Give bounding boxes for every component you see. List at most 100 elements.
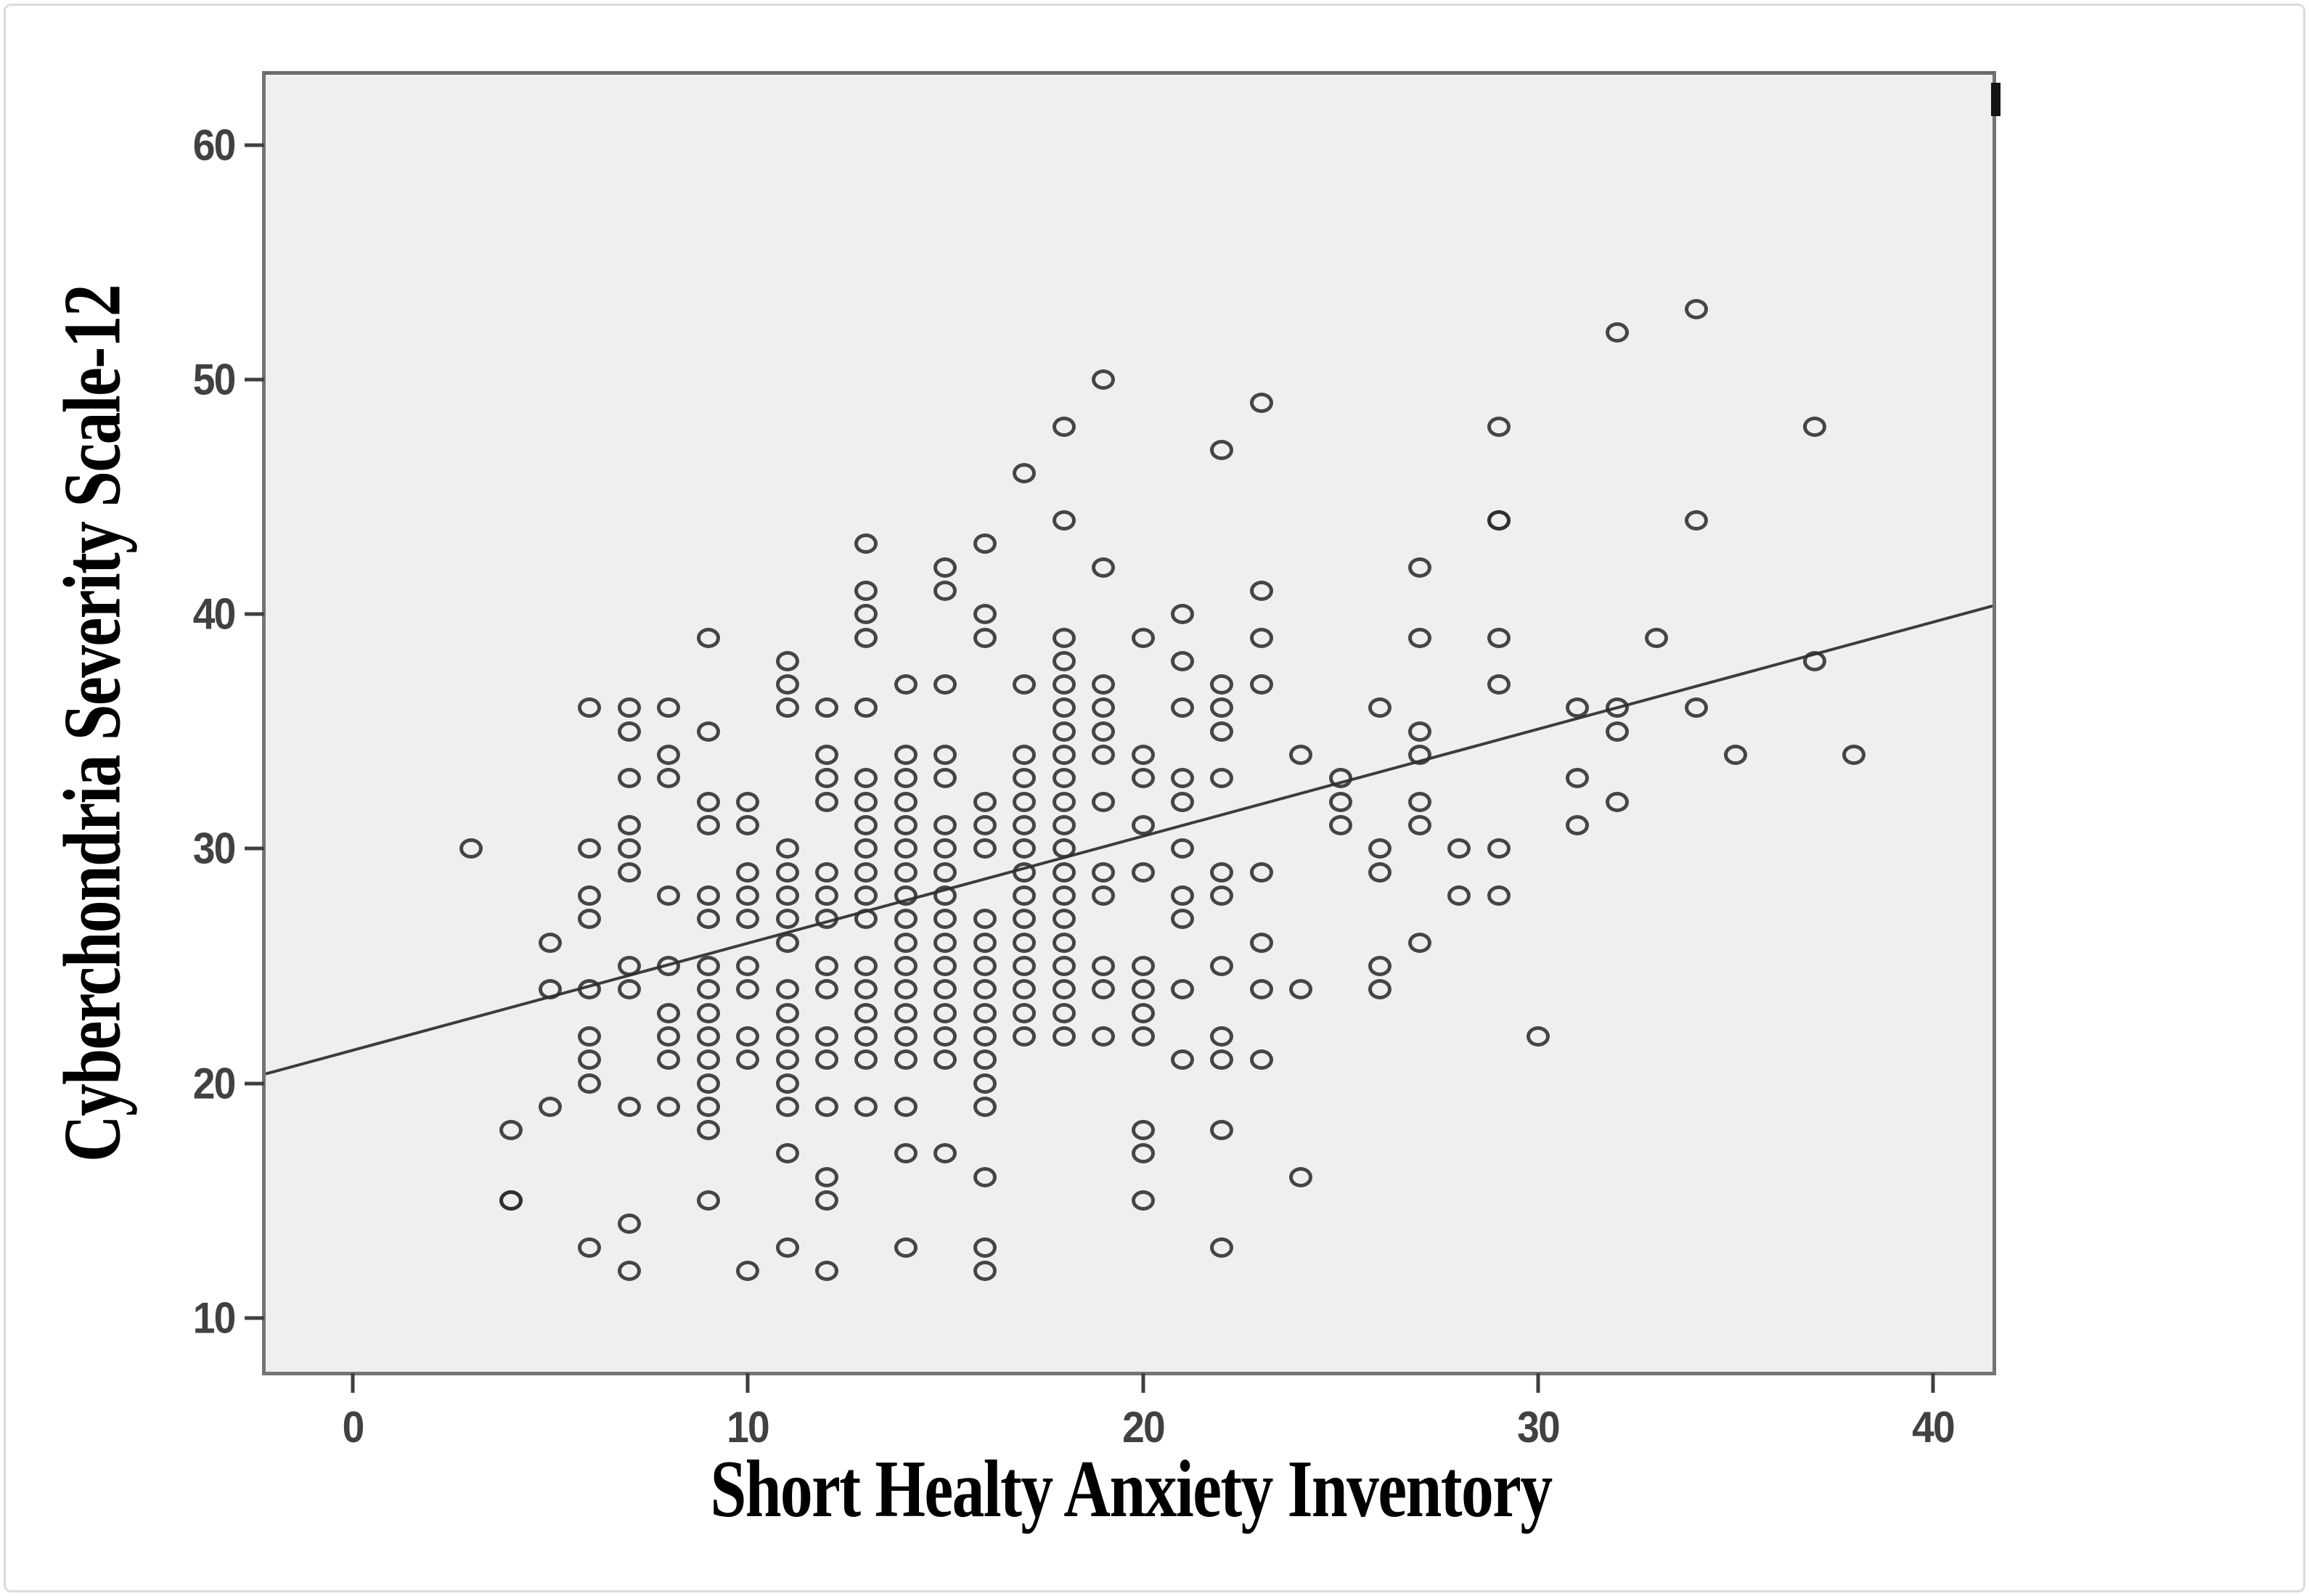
data-point xyxy=(736,1049,760,1071)
data-point xyxy=(696,1002,720,1023)
data-point xyxy=(815,1261,839,1282)
data-point xyxy=(1210,697,1234,719)
data-point xyxy=(973,1261,997,1282)
data-point xyxy=(1368,955,1392,976)
data-point xyxy=(973,838,997,859)
data-point xyxy=(1131,1002,1155,1023)
data-point xyxy=(973,932,997,953)
data-point xyxy=(894,1026,918,1047)
data-point xyxy=(933,1143,957,1164)
data-point xyxy=(696,1026,720,1047)
data-point xyxy=(894,885,918,906)
data-point xyxy=(1289,1166,1313,1187)
data-point xyxy=(1803,416,1827,437)
data-point xyxy=(1210,768,1234,789)
data-point xyxy=(894,979,918,1000)
data-point xyxy=(1170,768,1194,789)
data-point xyxy=(973,1026,997,1047)
data-point xyxy=(815,768,839,789)
data-point xyxy=(617,1214,641,1235)
data-point xyxy=(775,1049,799,1071)
data-point xyxy=(696,909,720,930)
data-point xyxy=(894,955,918,976)
y-tick-label: 10 xyxy=(192,1293,237,1343)
data-point xyxy=(538,932,562,953)
data-point xyxy=(973,533,997,554)
data-point xyxy=(973,955,997,976)
data-point xyxy=(736,791,760,812)
data-point xyxy=(1052,674,1076,695)
data-point xyxy=(696,955,720,976)
data-point xyxy=(894,1237,918,1258)
data-point xyxy=(1328,791,1352,812)
data-point xyxy=(696,791,720,812)
data-point xyxy=(696,1120,720,1141)
data-point xyxy=(1210,440,1234,461)
data-point xyxy=(1487,674,1511,695)
data-point xyxy=(1249,932,1273,953)
data-point xyxy=(1249,1049,1273,1071)
data-point xyxy=(657,1096,681,1117)
y-tick-mark xyxy=(245,1081,264,1086)
data-point xyxy=(854,697,878,719)
data-point xyxy=(1249,580,1273,601)
data-point xyxy=(775,862,799,883)
data-point xyxy=(657,885,681,906)
data-point xyxy=(1170,909,1194,930)
data-point xyxy=(1289,979,1313,1000)
data-point xyxy=(1170,791,1194,812)
data-point xyxy=(1249,393,1273,414)
data-point xyxy=(657,768,681,789)
regression-line xyxy=(266,604,1993,1076)
data-point xyxy=(1210,862,1234,883)
data-point xyxy=(815,955,839,976)
data-point xyxy=(617,768,641,789)
data-point xyxy=(617,979,641,1000)
data-point xyxy=(933,557,957,578)
data-point xyxy=(775,650,799,671)
data-point xyxy=(775,979,799,1000)
data-point xyxy=(854,909,878,930)
data-point xyxy=(854,955,878,976)
data-point xyxy=(1092,955,1116,976)
data-point xyxy=(933,1026,957,1047)
data-point xyxy=(1289,745,1313,766)
data-point xyxy=(894,745,918,766)
data-point xyxy=(1092,791,1116,812)
data-point xyxy=(1131,627,1155,648)
data-point xyxy=(578,979,602,1000)
data-point xyxy=(1092,862,1116,883)
data-point xyxy=(1249,627,1273,648)
data-point xyxy=(775,909,799,930)
data-point xyxy=(1052,909,1076,930)
data-point xyxy=(1368,697,1392,719)
data-point xyxy=(1013,838,1037,859)
data-point xyxy=(1487,627,1511,648)
data-point xyxy=(1210,721,1234,742)
data-point xyxy=(1566,815,1590,836)
data-point xyxy=(736,815,760,836)
data-point xyxy=(1526,1026,1550,1047)
data-point xyxy=(657,1049,681,1071)
data-point xyxy=(578,1049,602,1071)
data-point xyxy=(1447,838,1471,859)
data-point xyxy=(815,1190,839,1211)
data-point xyxy=(1131,1143,1155,1164)
data-point xyxy=(1605,697,1629,719)
data-point xyxy=(1052,815,1076,836)
data-point xyxy=(815,1049,839,1071)
data-point xyxy=(1052,650,1076,671)
data-point xyxy=(1052,697,1076,719)
data-point xyxy=(1803,650,1827,671)
data-point xyxy=(1052,791,1076,812)
data-point xyxy=(1131,862,1155,883)
data-point xyxy=(775,838,799,859)
data-point xyxy=(815,1096,839,1117)
data-point xyxy=(854,1049,878,1071)
x-tick-label: 10 xyxy=(727,1403,770,1452)
data-point xyxy=(1328,768,1352,789)
data-point xyxy=(1407,932,1431,953)
data-point xyxy=(854,1026,878,1047)
x-tick-mark xyxy=(1931,1373,1935,1393)
